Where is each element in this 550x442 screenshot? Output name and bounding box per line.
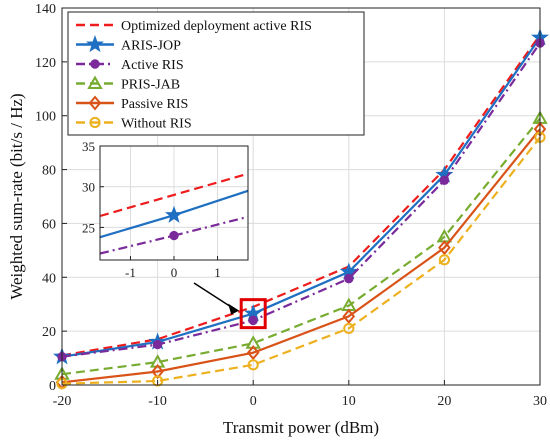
legend-item: Optimized deployment active RIS [76, 19, 312, 34]
series-line [61, 136, 541, 385]
star-marker [85, 35, 105, 53]
diamond-marker [88, 95, 102, 111]
zoom-box [239, 298, 267, 330]
diamond-marker [438, 240, 451, 256]
open-circle-marker [247, 359, 259, 371]
inset-series-0 [99, 172, 249, 218]
y-tick-label: 140 [35, 2, 56, 17]
y-tick-label: 80 [42, 164, 56, 179]
diamond-marker [151, 363, 164, 380]
zoom-annotation [193, 282, 267, 330]
circle-marker [169, 230, 179, 241]
open-circle-marker [89, 116, 101, 129]
series-line [61, 42, 541, 358]
plot-frame [61, 7, 541, 386]
x-tick-label: 30 [533, 394, 547, 409]
legend-label: ARIS-JOP [121, 39, 181, 54]
series-line [61, 128, 541, 384]
inset-series-1 [99, 189, 249, 239]
circle-marker [152, 339, 163, 350]
x-tick-label: 20 [437, 394, 451, 409]
legend-box [67, 11, 365, 136]
zoom-arrow-head [228, 303, 240, 315]
inset-x-tick-label: 0 [171, 265, 178, 280]
legend-item: Without RIS [76, 117, 192, 132]
open-circle-marker [438, 254, 450, 266]
x-axis-label: Transmit power (dBm) [223, 418, 379, 437]
series-line [61, 36, 541, 358]
legend-item: Passive RIS [76, 95, 188, 112]
circle-marker [248, 315, 258, 326]
circle-marker [90, 59, 100, 69]
triangle-marker [87, 75, 103, 89]
x-tick-label: -10 [148, 394, 167, 409]
legend-item: Active RIS [76, 58, 184, 73]
open-circle-marker [152, 375, 164, 387]
y-tick-label: 100 [35, 110, 56, 125]
legend: Optimized deployment active RIS ARIS-JOP A… [67, 11, 365, 136]
series-layer [52, 28, 550, 390]
inset-border [99, 145, 249, 261]
legend-item: PRIS-JAB [76, 75, 180, 93]
y-axis-label: Weighted sum-rate (bit/s / Hz) [7, 93, 26, 299]
legend-label: PRIS-JAB [121, 78, 180, 93]
series-line [61, 117, 541, 376]
x-tick-label: -20 [53, 394, 72, 409]
legend-label: Without RIS [121, 117, 192, 132]
y-tick-label: 120 [35, 56, 56, 71]
series-line [61, 34, 541, 357]
inset-series-2 [99, 215, 249, 255]
inset-y-tick-label: 25 [82, 220, 95, 235]
y-tick-label: 0 [49, 379, 56, 394]
y-tick-label: 60 [42, 217, 56, 232]
inset-x-tick-label: -1 [125, 265, 136, 280]
series-5 [56, 131, 546, 390]
x-tick-label: 10 [342, 394, 356, 409]
x-tick-label: 0 [250, 394, 257, 409]
diamond-marker [342, 308, 356, 324]
circle-marker [439, 175, 450, 186]
inset-y-tick-label: 30 [82, 180, 95, 195]
legend-label: Active RIS [121, 58, 184, 73]
legend-label: Optimized deployment active RIS [121, 19, 312, 34]
inset-chart: -1 0 1 25 30 35 [82, 139, 249, 280]
series-0 [61, 34, 541, 357]
star-marker [164, 205, 184, 223]
legend-item: ARIS-JOP [76, 35, 181, 54]
y-tick-label: 20 [42, 325, 56, 340]
open-circle-marker [343, 322, 355, 335]
legend-label: Passive RIS [121, 97, 188, 112]
y-tick-label: 40 [42, 271, 56, 286]
zoom-arrow-line [193, 282, 236, 311]
inset-y-tick-label: 35 [82, 139, 95, 154]
diamond-marker [246, 345, 260, 361]
inset-x-tick-label: 1 [214, 265, 221, 280]
inset-series-line [99, 172, 249, 218]
circle-marker [344, 273, 354, 284]
